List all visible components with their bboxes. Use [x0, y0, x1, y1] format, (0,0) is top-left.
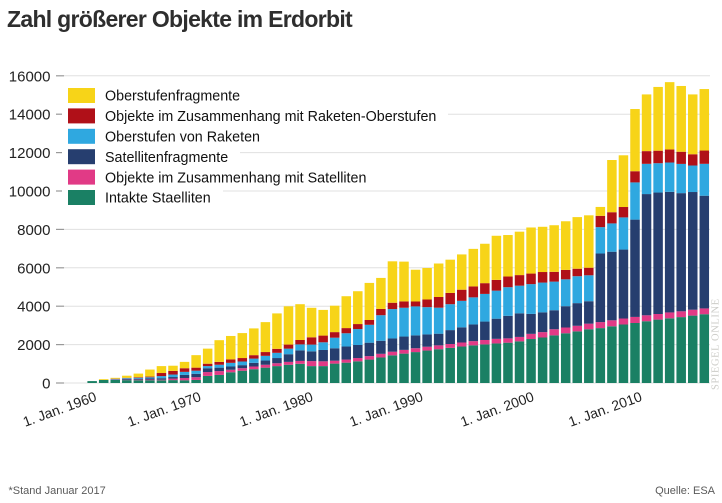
- svg-text:Satellitenfragmente: Satellitenfragmente: [105, 150, 228, 166]
- svg-text:Objekte im Zusammenhang mit Sa: Objekte im Zusammenhang mit Satelliten: [105, 170, 366, 186]
- svg-text:Oberstufenfragmente: Oberstufenfragmente: [105, 89, 240, 105]
- svg-text:12000: 12000: [9, 145, 51, 162]
- svg-text:Oberstufen von Raketen: Oberstufen von Raketen: [105, 130, 260, 146]
- svg-text:2000: 2000: [17, 337, 50, 354]
- svg-text:Objekte im Zusammenhang mit Ra: Objekte im Zusammenhang mit Raketen-Ober…: [105, 109, 436, 125]
- svg-text:0: 0: [42, 376, 50, 393]
- svg-text:6000: 6000: [17, 260, 50, 277]
- svg-text:14000: 14000: [9, 107, 51, 124]
- svg-text:10000: 10000: [9, 184, 51, 201]
- svg-text:SPIEGEL ONLINE: SPIEGEL ONLINE: [711, 298, 722, 390]
- svg-text:4000: 4000: [17, 299, 50, 316]
- svg-text:Intakte Staelliten: Intakte Staelliten: [105, 191, 211, 207]
- svg-text:16000: 16000: [9, 68, 51, 85]
- svg-text:8000: 8000: [17, 222, 50, 239]
